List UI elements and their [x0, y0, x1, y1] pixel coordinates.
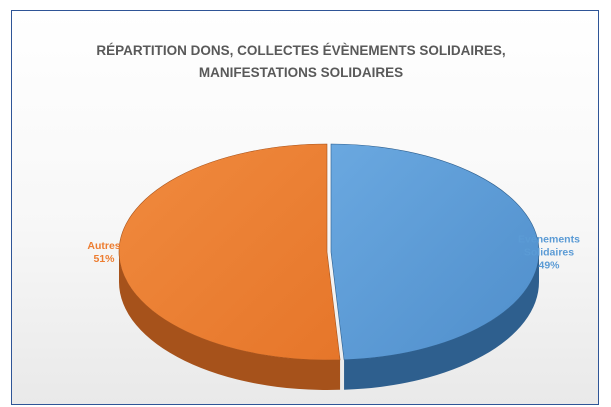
data-label-1: Evènements Solidaires 49%: [518, 234, 580, 272]
data-label-category: Autres: [87, 240, 120, 252]
data-label-value: 51%: [93, 253, 115, 265]
chart-title-line-2: MANIFESTATIONS SOLIDAIRES: [199, 65, 403, 80]
pie-slice-2: [118, 143, 341, 361]
chart-title-line-1: RÉPARTITION DONS, COLLECTES ÉVÈNEMENTS S…: [96, 43, 505, 58]
data-label-category: Evènements: [518, 234, 580, 246]
data-label-value: 49%: [538, 260, 560, 272]
chart-area: RÉPARTITION DONS, COLLECTES ÉVÈNEMENTS S…: [11, 10, 599, 405]
pie-chart: RÉPARTITION DONS, COLLECTES ÉVÈNEMENTS S…: [87, 43, 580, 390]
slice-side-2: [118, 252, 341, 390]
data-label-category: Solidaires: [524, 247, 574, 259]
data-label-2: Autres 51%: [87, 240, 120, 265]
pie-slice-1: [330, 143, 540, 361]
